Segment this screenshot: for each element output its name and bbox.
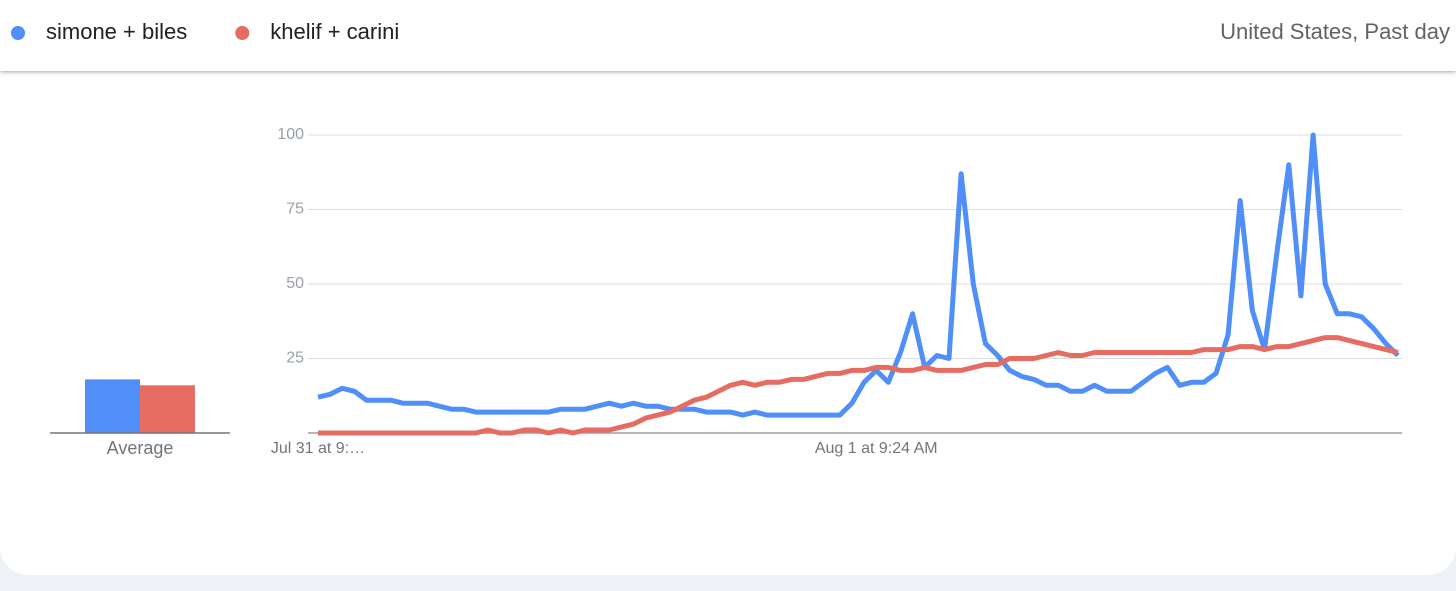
legend-marker (235, 26, 250, 40)
legend-label: simone + biles (46, 19, 187, 44)
y-tick-label: 25 (286, 350, 304, 367)
y-tick-label: 75 (286, 201, 304, 218)
x-tick-label: Average (107, 438, 174, 458)
y-tick-label: 50 (286, 275, 304, 292)
series-line (318, 335, 1399, 436)
bar (85, 379, 140, 433)
legend-label: khelif + carini (270, 19, 399, 44)
bar (140, 385, 195, 433)
x-tick-label: Jul 31 at 9:… (271, 440, 365, 457)
series-line (317, 132, 1400, 418)
card (0, 40, 1456, 575)
region-label: United States, Past day (1220, 19, 1450, 44)
legend-marker (11, 26, 25, 40)
x-tick-label: Aug 1 at 9:24 AM (815, 440, 938, 457)
y-tick-label: 100 (277, 126, 304, 143)
